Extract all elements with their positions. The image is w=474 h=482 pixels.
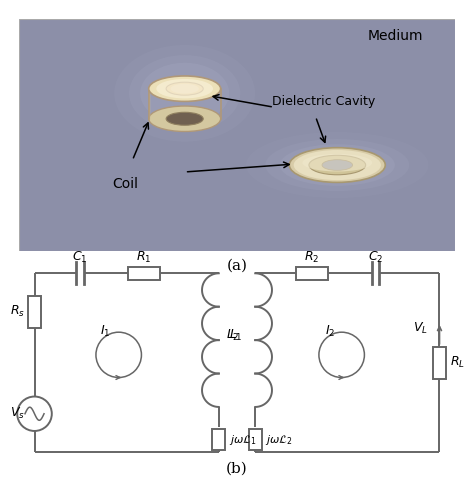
Ellipse shape	[156, 79, 213, 98]
Text: $R_1$: $R_1$	[136, 250, 151, 265]
Text: (a): (a)	[227, 259, 247, 273]
Text: $R_2$: $R_2$	[304, 250, 320, 265]
Ellipse shape	[309, 155, 365, 175]
Text: Dielectric Cavity: Dielectric Cavity	[272, 95, 375, 108]
Ellipse shape	[149, 76, 221, 101]
Ellipse shape	[302, 154, 372, 172]
Ellipse shape	[129, 55, 240, 132]
Bar	[28, 296, 41, 328]
Text: $C_1$: $C_1$	[72, 250, 88, 265]
Text: $R_s$: $R_s$	[9, 304, 25, 320]
Bar	[296, 267, 328, 280]
Ellipse shape	[246, 132, 428, 198]
Bar	[433, 347, 446, 379]
Text: $j\omega\mathcal{L}_2$: $j\omega\mathcal{L}_2$	[265, 432, 293, 447]
Text: $L_2$: $L_2$	[226, 328, 239, 343]
Bar	[128, 267, 160, 280]
Text: Medium: Medium	[368, 29, 423, 43]
Ellipse shape	[265, 139, 409, 191]
Ellipse shape	[166, 112, 203, 125]
Text: $L_1$: $L_1$	[229, 328, 243, 343]
Text: $j\omega\mathcal{L}_1$: $j\omega\mathcal{L}_1$	[229, 432, 256, 447]
Text: $I_1$: $I_1$	[100, 324, 110, 339]
Ellipse shape	[149, 106, 221, 132]
Text: $V_s$: $V_s$	[10, 406, 25, 421]
Ellipse shape	[280, 144, 395, 186]
Ellipse shape	[171, 84, 199, 94]
Ellipse shape	[322, 160, 353, 170]
Text: $V_L$: $V_L$	[413, 321, 428, 336]
Bar	[212, 429, 225, 450]
Text: $R_L$: $R_L$	[449, 355, 465, 370]
FancyBboxPatch shape	[19, 19, 455, 251]
Bar	[249, 429, 262, 450]
Text: $C_2$: $C_2$	[368, 250, 383, 265]
Ellipse shape	[294, 150, 381, 180]
Ellipse shape	[140, 63, 229, 124]
Ellipse shape	[166, 82, 203, 95]
Circle shape	[17, 397, 52, 431]
Text: (b): (b)	[226, 462, 248, 476]
Text: $I_2$: $I_2$	[325, 324, 336, 339]
Text: Coil: Coil	[113, 177, 139, 191]
Ellipse shape	[114, 45, 255, 142]
Ellipse shape	[289, 147, 385, 182]
